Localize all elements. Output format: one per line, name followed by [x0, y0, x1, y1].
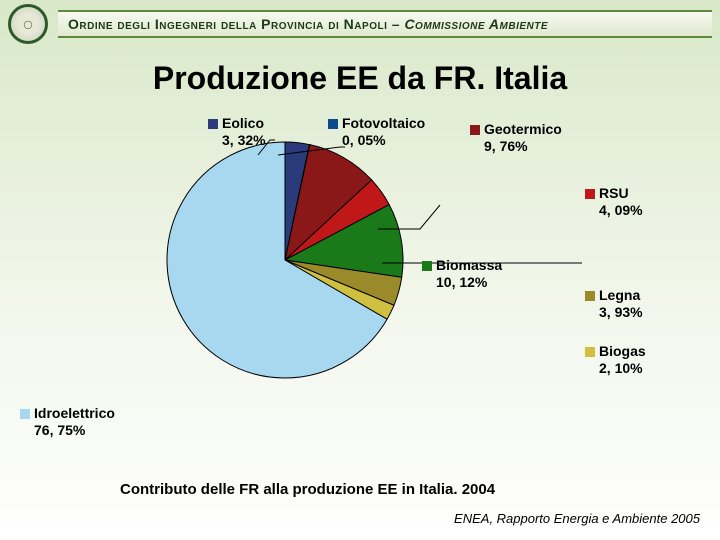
legend-item: Biogas2, 10% — [585, 343, 646, 377]
legend-label: Fotovoltaico — [342, 115, 425, 131]
legend-item: Geotermico9, 76% — [470, 121, 562, 155]
caption: Contributo delle FR alla produzione EE i… — [120, 481, 495, 498]
legend-value: 9, 76% — [484, 138, 562, 155]
header-committee: Commissione Ambiente — [404, 16, 548, 32]
legend-swatch — [20, 409, 30, 419]
legend-item: Eolico3, 32% — [208, 115, 266, 149]
legend-value: 10, 12% — [436, 274, 502, 291]
legend-swatch — [585, 347, 595, 357]
legend-item: Biomassa10, 12% — [422, 257, 502, 291]
chart-area: Eolico3, 32% Fotovoltaico0, 05% Geotermico… — [0, 115, 720, 455]
legend-label: Biomassa — [436, 257, 502, 273]
header-sep: – — [387, 16, 404, 32]
header-org: Ordine degli Ingegneri della Provincia d… — [68, 16, 387, 32]
page-title: Produzione EE da FR. Italia — [0, 60, 720, 97]
legend-value: 0, 05% — [342, 132, 425, 149]
legend-value: 3, 32% — [222, 132, 266, 149]
org-logo: ◯ — [8, 4, 48, 44]
legend-value: 4, 09% — [599, 202, 643, 219]
legend-item: Fotovoltaico0, 05% — [328, 115, 425, 149]
legend-swatch — [470, 125, 480, 135]
legend-value: 76, 75% — [34, 422, 115, 439]
legend-label: Idroelettrico — [34, 405, 115, 421]
legend-label: Biogas — [599, 343, 646, 359]
header-bar: Ordine degli Ingegneri della Provincia d… — [58, 10, 712, 38]
legend-label: Legna — [599, 287, 640, 303]
legend-value: 2, 10% — [599, 360, 646, 377]
legend-item: Idroelettrico76, 75% — [20, 405, 115, 439]
legend-label: Eolico — [222, 115, 264, 131]
source-citation: ENEA, Rapporto Energia e Ambiente 2005 — [454, 511, 700, 526]
legend-item: Legna3, 93% — [585, 287, 643, 321]
legend-label: Geotermico — [484, 121, 562, 137]
legend-swatch — [422, 261, 432, 271]
pie-chart — [165, 140, 405, 380]
legend-value: 3, 93% — [599, 304, 643, 321]
legend-swatch — [585, 189, 595, 199]
legend-swatch — [585, 291, 595, 301]
legend-label: RSU — [599, 185, 629, 201]
legend-item: RSU4, 09% — [585, 185, 643, 219]
legend-swatch — [208, 119, 218, 129]
legend-swatch — [328, 119, 338, 129]
